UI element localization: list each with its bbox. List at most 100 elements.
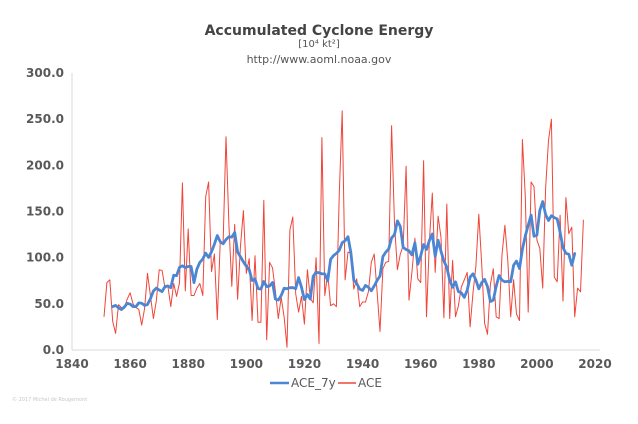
ace-data-point	[313, 302, 314, 303]
ace-data-point	[452, 260, 453, 261]
copyright-watermark: © 2017 Michel de Rougemont	[12, 397, 88, 403]
ace-7y-data-point	[173, 275, 174, 276]
ace-7y-data-point	[269, 285, 270, 286]
ace-7y-data-point	[182, 265, 183, 266]
ace-data-point	[478, 214, 479, 215]
ace-7y-data-point	[504, 281, 505, 282]
ace-data-point	[533, 186, 534, 187]
ace-data-point	[205, 196, 206, 197]
ace-data-point	[191, 295, 192, 296]
ace-7y-data-point	[525, 235, 526, 236]
x-tick-label: 2020	[578, 357, 611, 371]
ace-7y-data-point	[333, 255, 334, 256]
ace-7y-data-point	[199, 262, 200, 263]
ace-7y-data-point	[298, 277, 299, 278]
x-tick-label: 1980	[462, 357, 495, 371]
y-tick-label: 250.0	[26, 112, 64, 126]
ace-data-point	[449, 318, 450, 319]
ace-data-point	[217, 319, 218, 320]
ace-data-point	[249, 258, 250, 259]
ace-data-point	[112, 321, 113, 322]
ace-7y-data-point	[159, 289, 160, 290]
ace-data-point	[542, 288, 543, 289]
ace-7y-data-point	[388, 248, 389, 249]
ace-data-point	[487, 334, 488, 335]
x-tick-label: 1940	[346, 357, 379, 371]
ace-7y-data-point	[565, 253, 566, 254]
ace-data-point	[266, 339, 267, 340]
ace-data-point	[121, 307, 122, 308]
ace-7y-data-point	[336, 253, 337, 254]
ace-7y-data-point	[519, 268, 520, 269]
ace-data-point	[202, 295, 203, 296]
ace-7y-data-point	[429, 240, 430, 241]
ace-7y-data-point	[536, 235, 537, 236]
ace-data-point	[170, 306, 171, 307]
ace-data-point	[263, 200, 264, 201]
ace-7y-data-point	[164, 286, 165, 287]
ace-data-point	[199, 283, 200, 284]
ace-data-point	[162, 270, 163, 271]
ace-7y-data-point	[522, 249, 523, 250]
ace-7y-data-point	[191, 266, 192, 267]
ace-data-point	[141, 325, 142, 326]
ace-data-point	[318, 343, 319, 344]
chart-title: Accumulated Cyclone Energy	[204, 23, 434, 39]
ace-data-point	[324, 295, 325, 296]
ace-7y-data-point	[310, 298, 311, 299]
ace-7y-data-point	[455, 281, 456, 282]
ace-7y-data-point	[150, 298, 151, 299]
ace-data-point	[554, 277, 555, 278]
ace-data-point	[321, 137, 322, 138]
ace-data-point	[388, 261, 389, 262]
ace-7y-data-point	[263, 281, 264, 282]
ace-data-point	[115, 333, 116, 334]
ace-data-point	[571, 227, 572, 228]
ace-data-point	[106, 282, 107, 283]
ace-data-point	[193, 295, 194, 296]
ace-data-point	[289, 229, 290, 230]
ace-data-point	[185, 290, 186, 291]
ace-7y-data-point	[432, 233, 433, 234]
ace-7y-data-point	[356, 283, 357, 284]
ace-7y-data-point	[127, 303, 128, 304]
ace-data-point	[458, 305, 459, 306]
ace-7y-data-point	[449, 280, 450, 281]
ace-data-point	[565, 197, 566, 198]
ace-data-point	[467, 272, 468, 273]
ace-data-point	[109, 279, 110, 280]
ace-7y-data-point	[472, 273, 473, 274]
ace-data-point	[539, 248, 540, 249]
ace-data-point	[231, 286, 232, 287]
ace-7y-data-point	[167, 285, 168, 286]
ace-data-point	[461, 287, 462, 288]
ace-7y-data-point	[307, 294, 308, 295]
ace-7y-data-point	[237, 251, 238, 252]
ace-7y-data-point	[318, 272, 319, 273]
x-tick-label: 1900	[230, 357, 263, 371]
ace-data-point	[225, 136, 226, 137]
ace-data-point	[501, 254, 502, 255]
ace-data-point	[246, 273, 247, 274]
ace-7y-data-point	[347, 236, 348, 237]
ace-7y-data-point	[371, 290, 372, 291]
ace-7y-data-point	[254, 278, 255, 279]
ace-7y-data-point	[560, 232, 561, 233]
ace-data-point	[307, 269, 308, 270]
ace-7y-data-point	[426, 249, 427, 250]
ace-7y-data-point	[507, 281, 508, 282]
ace-7y-data-point	[214, 244, 215, 245]
ace-data-point	[356, 278, 357, 279]
ace-7y-data-point	[313, 276, 314, 277]
ace-data-point	[426, 316, 427, 317]
ace-data-point	[127, 299, 128, 300]
ace-data-point	[374, 253, 375, 254]
ace-data-point	[531, 181, 532, 182]
ace-data-point	[336, 306, 337, 307]
ace-data-point	[528, 312, 529, 313]
ace-data-point	[400, 253, 401, 254]
ace-7y-data-point	[458, 291, 459, 292]
ace-data-point	[484, 323, 485, 324]
ace-7y-data-point	[234, 232, 235, 233]
ace-7y-data-point	[223, 243, 224, 244]
